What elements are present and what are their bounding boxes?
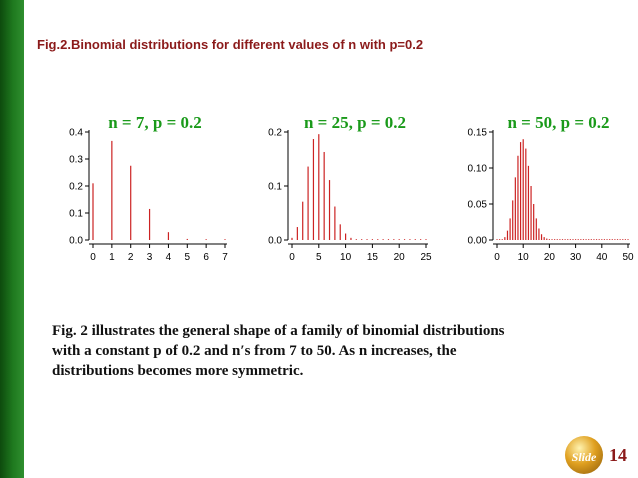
caption-line-2: with a constant p of 0.2 and n′s from 7 … <box>52 343 457 359</box>
caption-line-1: Fig. 2 illustrates the general shape of … <box>52 323 505 339</box>
y-tick-label: 0.2 <box>268 128 282 139</box>
green-sidebar <box>0 0 24 478</box>
x-tick-label: 2 <box>128 252 134 263</box>
caption: Fig. 2 illustrates the general shape of … <box>52 321 612 381</box>
y-tick-label: 0.0 <box>268 236 282 247</box>
x-tick-label: 6 <box>203 252 209 263</box>
x-tick-label: 15 <box>367 252 379 263</box>
x-tick-label: 3 <box>147 252 153 263</box>
chart-n25: n = 25, p = 0.2 0.0 0.1 0.2 0 5 10 15 20 25 <box>268 113 432 263</box>
chart-title: n = 25, p = 0.2 <box>304 113 406 132</box>
x-tick-label: 10 <box>518 252 530 263</box>
x-tick-label: 0 <box>289 252 295 263</box>
x-tick-label: 10 <box>340 252 352 263</box>
y-tick-label: 0.1 <box>268 182 282 193</box>
x-tick-label: 20 <box>394 252 406 263</box>
chart-title: n = 50, p = 0.2 <box>507 113 609 132</box>
y-tick-label: 0.15 <box>468 128 488 139</box>
y-tick-label: 0.3 <box>69 155 83 166</box>
x-tick-label: 0 <box>494 252 500 263</box>
x-tick-label: 25 <box>420 252 432 263</box>
x-tick-label: 30 <box>570 252 582 263</box>
x-tick-label: 1 <box>109 252 115 263</box>
y-tick-label: 0.4 <box>69 128 83 139</box>
x-tick-label: 7 <box>222 252 228 263</box>
x-tick-label: 5 <box>185 252 191 263</box>
x-tick-label: 0 <box>90 252 96 263</box>
y-tick-label: 0.2 <box>69 182 83 193</box>
x-tick-label: 50 <box>622 252 634 263</box>
caption-line-3: distributions becomes more symmetric. <box>52 363 304 379</box>
y-tick-label: 0.10 <box>468 164 488 175</box>
chart-n50: n = 50, p = 0.2 0.00 0.05 0.10 0.15 0 10 20 30 40… <box>468 113 634 263</box>
slide-number: 14 <box>609 445 627 465</box>
figure-title: Fig.2.Binomial distributions for differe… <box>37 37 424 52</box>
y-tick-label: 0.0 <box>69 236 83 247</box>
chart-n7: n = 7, p = 0.2 0.0 0.1 0.2 0.3 0.4 0 1 2 3 4 5 6 7 <box>69 113 228 263</box>
x-tick-label: 5 <box>316 252 322 263</box>
slide-badge-label: Slide <box>571 450 597 464</box>
chart-title: n = 7, p = 0.2 <box>108 113 202 132</box>
y-tick-label: 0.05 <box>468 200 488 211</box>
x-tick-label: 4 <box>166 252 172 263</box>
slide-badge-icon <box>565 436 603 474</box>
y-tick-label: 0.00 <box>468 236 488 247</box>
x-tick-label: 20 <box>544 252 556 263</box>
y-tick-label: 0.1 <box>69 209 83 220</box>
x-tick-label: 40 <box>596 252 608 263</box>
